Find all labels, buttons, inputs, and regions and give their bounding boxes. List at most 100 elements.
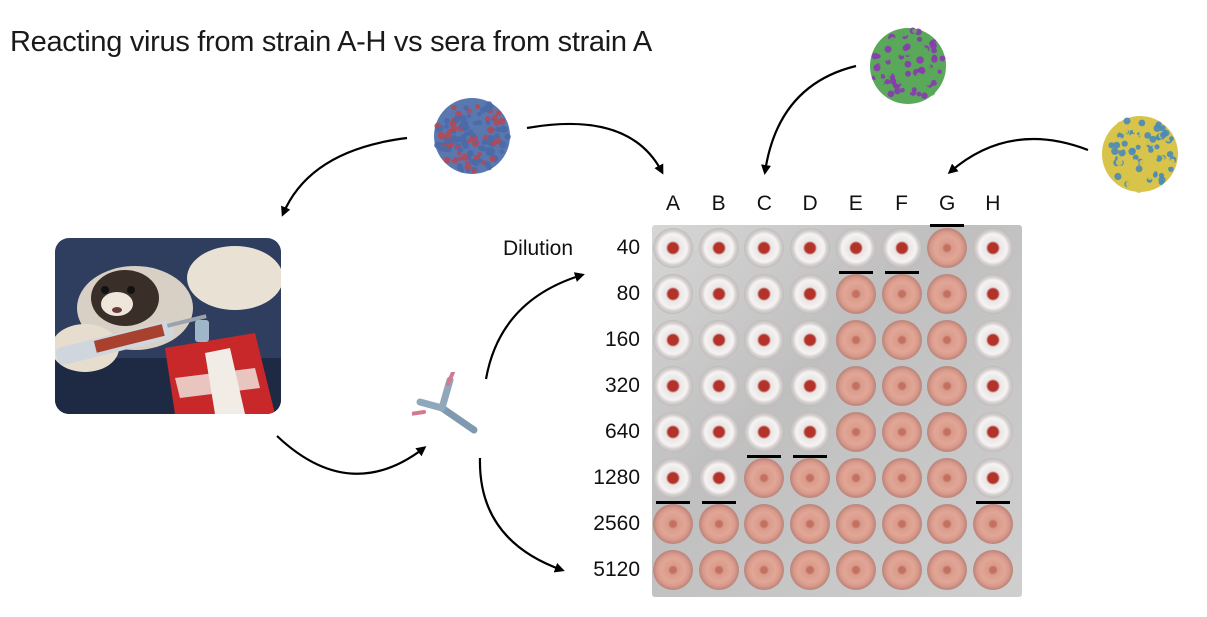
endpoint-bar-h <box>975 501 1010 504</box>
well-h-640 <box>972 412 1013 452</box>
well-h-80 <box>972 274 1013 314</box>
well-g-40 <box>927 228 968 268</box>
arrow-antibody-to-dilution-40 <box>484 272 585 380</box>
well-c-40 <box>744 228 785 268</box>
well-a-640 <box>653 412 693 452</box>
well-a-5120 <box>653 550 693 590</box>
column-label-f: F <box>895 192 908 215</box>
endpoint-bar-e <box>838 271 873 274</box>
well-d-320 <box>790 366 831 406</box>
well-a-320 <box>653 366 693 406</box>
well-g-5120 <box>927 550 968 590</box>
virus-strain-a-icon <box>432 96 512 181</box>
well-g-2560 <box>927 504 968 544</box>
column-label-a: A <box>665 192 680 215</box>
well-d-40 <box>790 228 831 268</box>
dilution-5120: 5120 <box>593 558 640 581</box>
dilution-2560: 2560 <box>593 512 640 535</box>
well-f-80 <box>881 274 922 314</box>
well-f-2560 <box>881 504 922 544</box>
well-e-5120 <box>835 550 876 590</box>
well-b-320 <box>698 366 739 406</box>
well-a-160 <box>653 320 693 360</box>
well-e-320 <box>835 366 876 406</box>
endpoint-bar-g <box>930 224 965 227</box>
well-a-2560 <box>653 504 693 544</box>
column-label-c: C <box>756 192 772 215</box>
column-label-h: H <box>985 192 1001 215</box>
well-g-160 <box>927 320 968 360</box>
well-a-1280 <box>653 458 693 498</box>
well-c-80 <box>744 274 785 314</box>
well-g-320 <box>927 366 968 406</box>
well-f-5120 <box>881 550 922 590</box>
well-d-160 <box>790 320 831 360</box>
column-label-b: B <box>711 192 726 215</box>
ferret-injection-photo <box>55 238 281 414</box>
well-e-640 <box>835 412 876 452</box>
well-c-640 <box>744 412 785 452</box>
slide-title: Reacting virus from strain A-H vs sera f… <box>10 26 652 58</box>
dilution-640: 640 <box>604 420 640 443</box>
well-f-320 <box>881 366 922 406</box>
arrow-antibody-to-dilution-5120 <box>478 457 565 573</box>
well-c-1280 <box>744 458 785 498</box>
column-label-e: E <box>848 192 863 215</box>
well-b-640 <box>698 412 739 452</box>
virus-strain-g-icon <box>1100 114 1180 199</box>
well-f-40 <box>881 228 922 268</box>
well-b-160 <box>698 320 739 360</box>
endpoint-bar-f <box>884 271 919 274</box>
well-h-1280 <box>972 458 1013 498</box>
well-d-5120 <box>790 550 831 590</box>
endpoint-bar-a <box>656 501 690 504</box>
well-a-40 <box>653 228 693 268</box>
well-b-80 <box>698 274 739 314</box>
well-e-160 <box>835 320 876 360</box>
well-h-2560 <box>972 504 1013 544</box>
well-h-320 <box>972 366 1013 406</box>
well-e-1280 <box>835 458 876 498</box>
microtiter-plate <box>652 225 1022 597</box>
arrow-ferret-to-antibody <box>276 435 427 475</box>
well-g-1280 <box>927 458 968 498</box>
well-f-160 <box>881 320 922 360</box>
dilution-320: 320 <box>604 374 640 397</box>
well-f-640 <box>881 412 922 452</box>
column-label-d: D <box>802 192 818 215</box>
dilution-label: Dilution <box>503 237 574 260</box>
well-e-2560 <box>835 504 876 544</box>
well-g-80 <box>927 274 968 314</box>
arrow-virus-to-column-a <box>526 122 664 175</box>
well-d-80 <box>790 274 831 314</box>
dilution-80: 80 <box>616 282 640 305</box>
well-b-1280 <box>698 458 739 498</box>
virus-strain-c-icon <box>868 26 948 111</box>
well-c-160 <box>744 320 785 360</box>
well-h-5120 <box>972 550 1013 590</box>
arrow-virus-to-column-c <box>761 64 857 175</box>
well-e-40 <box>835 228 876 268</box>
well-b-2560 <box>698 504 739 544</box>
column-label-g: G <box>939 192 956 215</box>
well-f-1280 <box>881 458 922 498</box>
well-d-1280 <box>790 458 831 498</box>
dilution-160: 160 <box>604 328 640 351</box>
well-c-5120 <box>744 550 785 590</box>
dilution-40: 40 <box>616 236 640 259</box>
well-h-160 <box>972 320 1013 360</box>
endpoint-bar-d <box>793 455 828 458</box>
well-d-640 <box>790 412 831 452</box>
dilution-1280: 1280 <box>593 466 640 489</box>
antibody-icon <box>408 368 482 447</box>
well-g-640 <box>927 412 968 452</box>
well-h-40 <box>972 228 1013 268</box>
endpoint-bar-b <box>701 501 736 504</box>
well-b-5120 <box>698 550 739 590</box>
well-a-80 <box>653 274 693 314</box>
arrow-virus-to-ferret <box>281 136 408 217</box>
well-d-2560 <box>790 504 831 544</box>
endpoint-bar-c <box>747 455 782 458</box>
well-c-320 <box>744 366 785 406</box>
